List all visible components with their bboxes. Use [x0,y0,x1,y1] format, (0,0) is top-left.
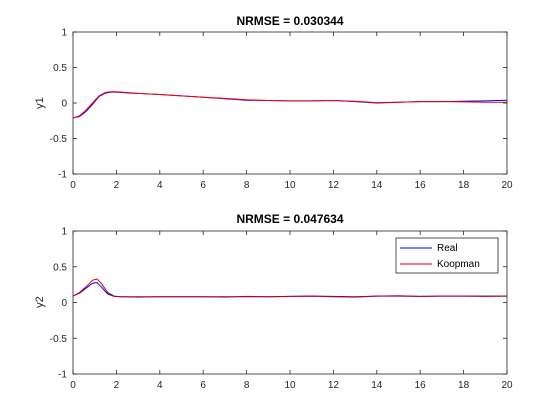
plot-y1: NRMSE = 0.030344 y1 0 2 4 6 8 10 12 14 16 18 20-1-… [34,14,513,191]
plot-y2-x-tick-label: 6 [200,380,206,391]
plot-y1-y-tick-label: 1 [61,28,67,39]
plot-y1-series-line-1 [72,91,507,119]
plot-y2-y-tick-label: 0 [61,298,67,309]
plot-y2: NRMSE = 0.047634 y2 0 2 4 6 8 10 12 14 16 18 20-1-… [34,212,513,391]
plot-y2-ticks: 0 2 4 6 8 10 12 14 16 18 20 -1 -0.5 0 0.5 1 [50,227,513,392]
legend-label-koopman: Koopman [437,259,480,270]
plot-y1-x-tick-label: 18 [458,180,470,191]
plot-y2-y-tick-label: 0.5 [53,262,67,273]
plot-y1-x-tick-label: 8 [244,180,250,191]
plot-y2-title: NRMSE = 0.047634 [236,212,343,226]
plot-y1-x-tick-label: 0 [70,180,76,191]
plot-y1-x-tick-label: 16 [415,180,427,191]
plot-y2-series-line-koopman [72,278,508,298]
legend-box [395,237,499,274]
plot-y1-axes-box [72,31,508,175]
plot-y2-x-tick-label: 12 [328,380,340,391]
legend-label-real: Real [437,243,458,254]
plot-y1-x-tick-label: 6 [200,180,206,191]
plot-y2-x-tick-label: 20 [501,380,513,391]
plot-y2-axes-box [72,230,508,375]
plot-y1-title: NRMSE = 0.030344 [236,14,343,28]
plot-y1-x-tick-label: 20 [501,180,513,191]
plot-y2-x-tick-label: 0 [70,380,76,391]
plot-y1-ylabel: y1 [34,97,46,109]
plot-y1-x-tick-label: 14 [371,180,383,191]
plot-y2-x-tick-label: 16 [415,380,427,391]
plot-y2-x-tick-label: 4 [157,380,163,391]
plot-y1-ticks: 0 2 4 6 8 10 12 14 16 18 20 -1 -0.5 0 0.5 1 [50,28,513,192]
plot-y1-y-tick-label: -0.5 [50,134,68,145]
plot-y2-ylabel: y2 [34,296,46,308]
plot-y2-y-tick-label: -0.5 [50,334,68,345]
plot-y1-series [72,91,508,119]
plot-y2-y-tick-label: -1 [58,370,67,381]
plot-y1-x-tick-label: 2 [114,180,120,191]
plot-y1-y-tick-label: -1 [58,170,67,181]
plot-y2-y-tick-label: 1 [61,227,67,238]
plot-y2-x-tick-label: 8 [244,380,250,391]
plot-y2-x-tick-label: 10 [284,380,296,391]
plot-y1-y-tick-label: 0.5 [53,63,67,74]
plot-y1-x-tick-label: 4 [157,180,163,191]
plot-y1-x-tick-label: 10 [284,180,296,191]
plot-y2-x-tick-label: 2 [114,380,120,391]
plot-y2-x-tick-label: 18 [458,380,470,391]
plot-y2-series [72,278,508,298]
plot-y1-x-tick-label: 12 [328,180,340,191]
legend: Real Koopman [395,237,499,274]
plot-y1-y-tick-label: 0 [61,99,67,110]
plot-y2-x-tick-label: 14 [371,380,383,391]
